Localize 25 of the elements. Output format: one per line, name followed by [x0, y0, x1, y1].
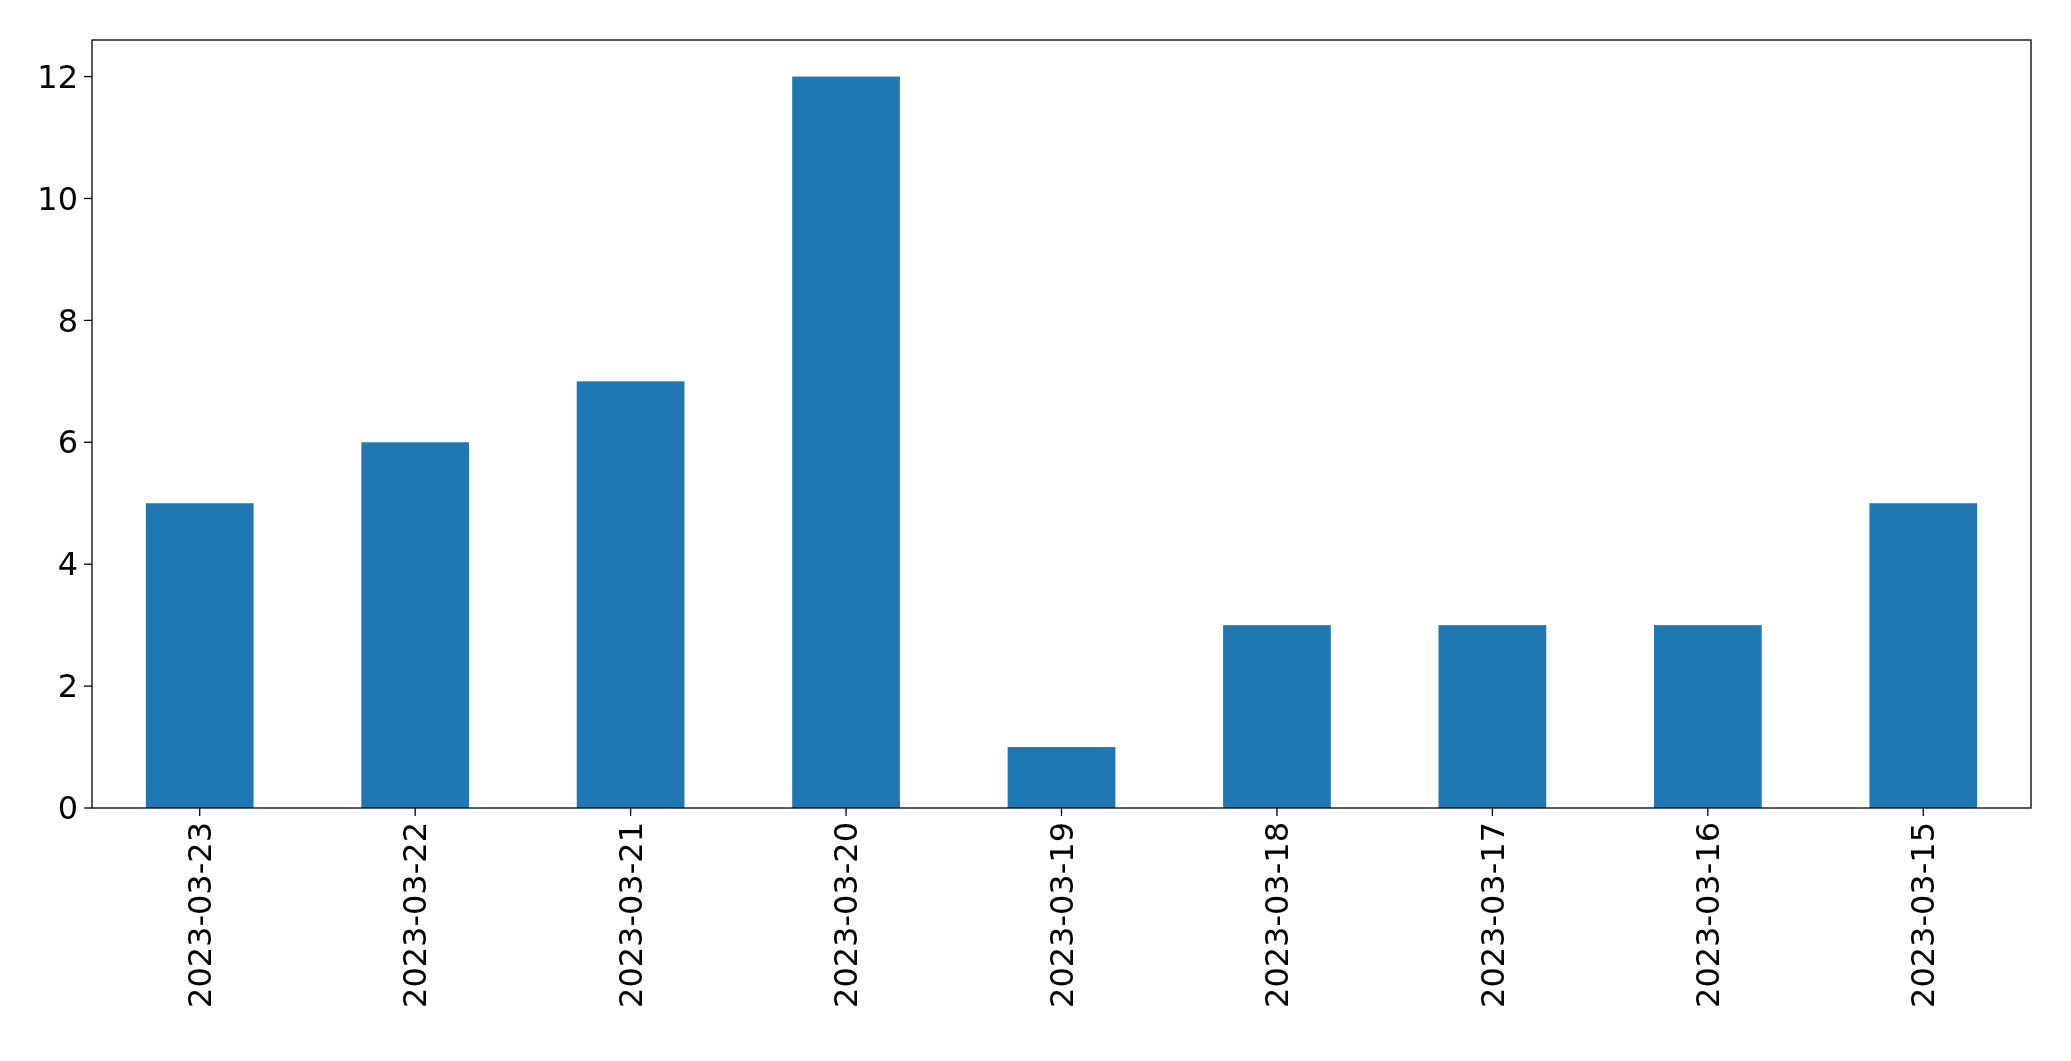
x-tick-label: 2023-03-23 — [180, 822, 219, 1008]
bar — [576, 381, 685, 808]
bar — [792, 76, 900, 808]
y-tick-label: 4 — [57, 545, 78, 584]
x-tick-label: 2023-03-20 — [827, 822, 866, 1008]
x-tick-label: 2023-03-21 — [611, 822, 650, 1008]
y-tick-label: 12 — [37, 57, 78, 96]
x-tick-label: 2023-03-17 — [1473, 822, 1512, 1008]
bar — [145, 503, 254, 808]
x-tick-label: 2023-03-15 — [1904, 822, 1943, 1008]
x-tick-label: 2023-03-22 — [396, 822, 435, 1008]
x-tick-label: 2023-03-16 — [1689, 822, 1728, 1008]
bar — [1223, 625, 1331, 808]
y-tick-label: 10 — [37, 179, 78, 218]
bar — [1438, 625, 1547, 808]
bar — [1007, 747, 1116, 808]
x-tick-label: 2023-03-19 — [1042, 822, 1081, 1008]
bar — [1869, 503, 1978, 808]
y-tick-label: 6 — [57, 423, 78, 462]
y-tick-label: 0 — [57, 789, 78, 828]
bar — [361, 442, 470, 808]
y-tick-label: 8 — [57, 301, 78, 340]
x-tick-label: 2023-03-18 — [1258, 822, 1297, 1008]
y-tick-label: 2 — [57, 667, 78, 706]
bar — [1653, 625, 1762, 808]
